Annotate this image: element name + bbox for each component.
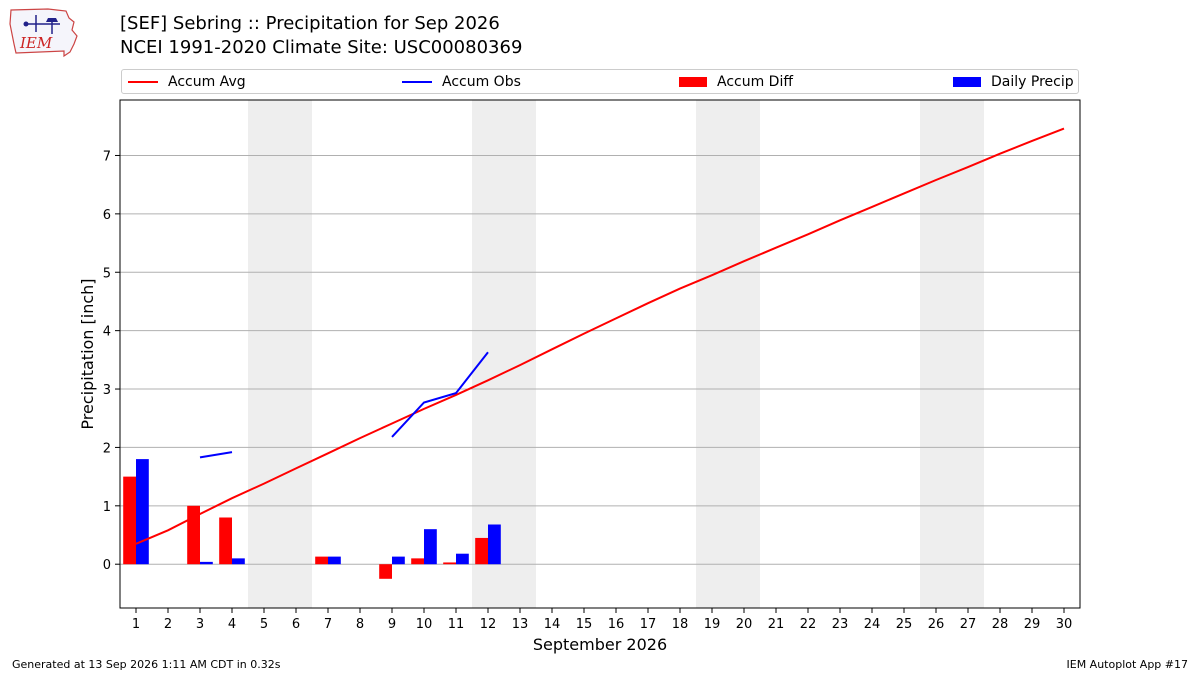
- legend-label-accum-diff: Accum Diff: [717, 73, 794, 90]
- weekend-shade-26: [920, 100, 984, 608]
- daily-precip-bar-3: [200, 561, 213, 565]
- y-tick-label-7: 7: [103, 149, 111, 164]
- daily-precip-bar-11: [456, 553, 469, 565]
- accum-diff-bar-10: [411, 558, 424, 565]
- legend-label-accum-avg: Accum Avg: [168, 73, 246, 90]
- x-tick-label-20: 20: [736, 617, 753, 632]
- x-tick-label-13: 13: [512, 617, 529, 632]
- legend-swatch-accum-avg: [128, 80, 158, 83]
- x-tick-label-24: 24: [864, 617, 881, 632]
- x-tick-label-19: 19: [704, 617, 721, 632]
- x-tick-label-30: 30: [1056, 617, 1073, 632]
- legend-label-accum-obs: Accum Obs: [442, 73, 521, 90]
- legend-label-daily-precip: Daily Precip: [991, 73, 1074, 90]
- iem-logo-icon: IEM: [9, 8, 78, 58]
- accum-diff-bar-1: [123, 476, 136, 565]
- x-tick-label-9: 9: [388, 617, 396, 632]
- y-axis-label: Precipitation [inch]: [78, 278, 97, 429]
- x-tick-label-10: 10: [416, 617, 433, 632]
- x-tick-label-26: 26: [928, 617, 945, 632]
- weekend-shade-19: [696, 100, 760, 608]
- daily-precip-bar-12: [488, 524, 501, 565]
- y-tick-label-5: 5: [103, 266, 111, 281]
- y-tick-label-2: 2: [103, 441, 111, 456]
- legend-item-accum-obs: Accum Obs: [402, 70, 521, 93]
- y-tick-label-1: 1: [103, 500, 111, 515]
- accum-avg-line-0: [135, 127, 1065, 545]
- legend-swatch-accum-obs: [402, 80, 432, 83]
- y-tick-label-6: 6: [103, 208, 111, 223]
- x-tick-label-25: 25: [896, 617, 913, 632]
- daily-precip-bar-7: [328, 556, 341, 565]
- x-tick-label-21: 21: [768, 617, 785, 632]
- x-axis-label: September 2026: [533, 635, 667, 654]
- accum-diff-bar-11: [443, 562, 456, 565]
- x-tick-label-22: 22: [800, 617, 817, 632]
- accum-obs-line-0: [199, 451, 233, 459]
- accum-obs-line-1: [391, 351, 489, 438]
- x-tick-label-27: 27: [960, 617, 977, 632]
- x-tick-label-17: 17: [640, 617, 657, 632]
- accum-diff-bar-4: [219, 517, 232, 565]
- x-tick-label-15: 15: [576, 617, 593, 632]
- x-tick-label-7: 7: [324, 617, 332, 632]
- y-tick-label-3: 3: [103, 383, 111, 398]
- iem-logo-text: IEM: [19, 34, 53, 52]
- y-tick-label-0: 0: [103, 558, 111, 573]
- plot-series: [123, 127, 1065, 579]
- plot-frame: [119, 99, 1081, 609]
- legend-swatch-daily-precip: [953, 76, 981, 87]
- x-tick-label-16: 16: [608, 617, 625, 632]
- x-tick-label-3: 3: [196, 617, 204, 632]
- accum-diff-bar-3: [187, 505, 200, 565]
- x-tick-label-4: 4: [228, 617, 236, 632]
- chart-legend: Accum Avg Accum Obs Accum Diff Daily Pre…: [121, 69, 1079, 94]
- x-tick-label-1: 1: [132, 617, 140, 632]
- accum-diff-bar-12: [475, 537, 488, 565]
- accum-diff-bar-9: [379, 564, 392, 579]
- accum-diff-bar-7: [315, 556, 328, 565]
- x-tick-label-18: 18: [672, 617, 689, 632]
- x-tick-label-2: 2: [164, 617, 172, 632]
- daily-precip-bar-1: [136, 459, 149, 565]
- daily-precip-bar-9: [392, 556, 405, 565]
- weekend-shade-5: [248, 100, 312, 608]
- y-tick-label-4: 4: [103, 325, 111, 340]
- x-tick-label-12: 12: [480, 617, 497, 632]
- daily-precip-bar-4: [232, 558, 245, 565]
- legend-item-accum-avg: Accum Avg: [128, 70, 246, 93]
- x-tick-label-11: 11: [448, 617, 465, 632]
- legend-item-accum-diff: Accum Diff: [679, 70, 793, 93]
- chart-subtitle: NCEI 1991-2020 Climate Site: USC00080369: [120, 37, 523, 58]
- generated-timestamp: Generated at 13 Sep 2026 1:11 AM CDT in …: [12, 658, 281, 671]
- app-id: IEM Autoplot App #17: [1066, 658, 1189, 671]
- legend-swatch-accum-diff: [679, 76, 707, 87]
- daily-precip-bar-10: [424, 529, 437, 565]
- chart-title: [SEF] Sebring :: Precipitation for Sep 2…: [120, 13, 500, 34]
- x-tick-label-8: 8: [356, 617, 364, 632]
- x-tick-label-6: 6: [292, 617, 300, 632]
- x-tick-label-23: 23: [832, 617, 849, 632]
- weekend-shade-12: [472, 100, 536, 608]
- x-tick-label-29: 29: [1024, 617, 1041, 632]
- x-tick-label-28: 28: [992, 617, 1009, 632]
- x-tick-label-5: 5: [260, 617, 268, 632]
- legend-item-daily-precip: Daily Precip: [953, 70, 1074, 93]
- x-tick-label-14: 14: [544, 617, 561, 632]
